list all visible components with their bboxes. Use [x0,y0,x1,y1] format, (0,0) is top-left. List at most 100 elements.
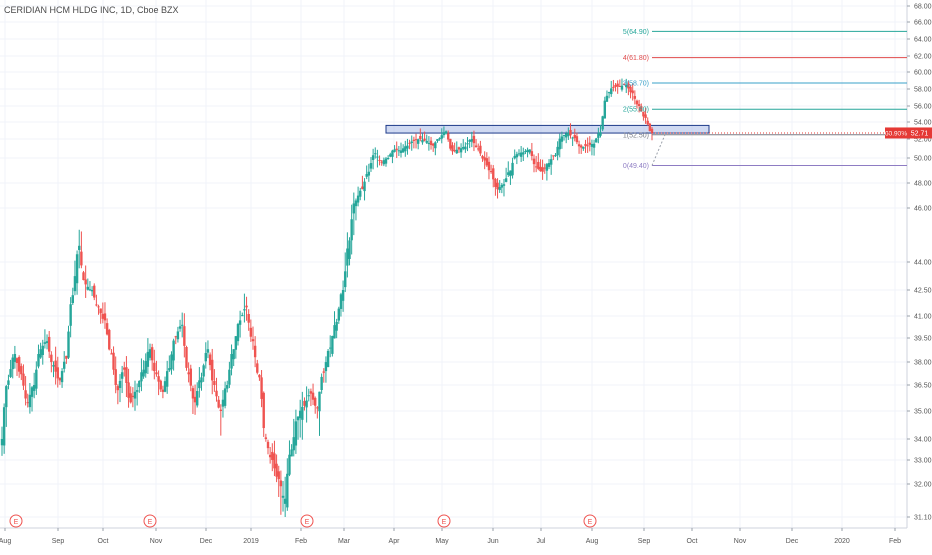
candle-body [442,132,446,136]
candle-body [127,382,130,398]
candle-body [279,480,283,487]
candle-body [5,386,8,408]
candle-body [95,304,98,306]
candle-body [211,359,214,381]
earnings-icon[interactable] [143,514,157,528]
candle-body [249,327,253,337]
candle-body [26,402,29,404]
candle-body [0,439,4,446]
candle-body [511,162,514,176]
candle-body [534,166,538,168]
candle-body [498,187,501,191]
candle-body [425,140,428,143]
earnings-icon[interactable] [9,514,23,528]
candle-body [213,381,216,385]
earnings-label: E [14,519,19,526]
fib-levels[interactable]: 5(64.90) 4(61.80) 3(58.70) 2(55.60) 1(52.50)… [623,29,907,170]
candle-body [386,158,390,159]
candle-body [584,143,587,146]
earnings-icon[interactable] [437,514,451,528]
y-tick-label: 46.00 [914,206,932,213]
candle-body [191,388,195,399]
candle-body [215,390,218,397]
candle-body [67,331,70,358]
candle-body [142,369,145,377]
candle-body [170,354,173,370]
candle-body [539,166,542,172]
candle-body [198,380,201,389]
candle-body [93,285,96,298]
candle-body [474,145,478,148]
y-tick-label: 52.00 [914,137,932,144]
price-axis[interactable]: 68.00 66.00 64.00 62.00 60.00 58.00 56.00 54.00… [906,0,932,528]
y-tick-label: 50.00 [914,156,932,163]
time-axis[interactable]: Aug Sep Oct Nov Dec 2019 Feb Mar Apr May Jun Jul Aug… [0,527,907,545]
candle-body [331,335,334,354]
candle-body [60,371,64,383]
candle-body [226,385,229,389]
candle-body [161,389,165,392]
y-tick-label: 33.00 [914,458,932,465]
x-tick-label: 2019 [243,538,259,545]
candle-body [232,349,235,360]
candle-body [562,134,566,136]
x-tick-label: Oct [98,538,109,545]
candle-body [449,138,452,149]
candle-body [11,357,14,370]
y-tick-label: 48.00 [914,181,932,188]
candle-body [78,245,81,250]
candle-body [112,352,115,370]
candle-body [35,369,38,389]
candle-body [131,395,135,398]
candle-body [459,148,463,153]
candle-body [314,397,317,406]
candle-body [483,157,486,161]
candle-body [391,150,394,157]
candle-body [32,385,36,391]
candle-body [253,345,257,358]
candle-body [123,367,126,370]
candle-body [150,347,154,361]
candle-body [41,345,44,355]
earnings-icon[interactable] [300,514,314,528]
candle-body [485,158,489,166]
candle-body [47,336,51,352]
candle-body [271,451,274,460]
candle-body [28,394,32,408]
candle-body [176,331,180,340]
candle-body [71,295,74,304]
candle-body [7,380,10,385]
candle-body [183,326,186,346]
candle-body [455,149,458,154]
candle-body [543,167,546,169]
candle-body [464,146,467,150]
candle-body [172,340,175,361]
percent-badge-label: 60.90% [885,130,907,137]
x-tick-label: May [435,538,449,545]
x-tick-label: Nov [150,538,163,545]
candle-body [103,313,107,321]
earnings-icon[interactable] [583,514,597,528]
candle-body [554,155,557,157]
candle-body [603,100,607,119]
earnings-label: E [442,519,447,526]
candle-body [532,158,536,165]
candle-body [326,350,330,368]
resistance-zone[interactable] [385,124,710,134]
candle-body [206,349,210,353]
candle-body [365,174,368,177]
fib-label: 5(64.90) [623,29,649,36]
candle-body [138,380,141,388]
candle-body [90,290,94,292]
candle-body [489,171,493,173]
candle-body [309,391,313,394]
candle-body [73,276,77,292]
candle-body [389,154,392,157]
candle-body [650,128,654,133]
candle-body [256,363,259,373]
candle-body [374,153,377,155]
candle-body [133,391,137,399]
